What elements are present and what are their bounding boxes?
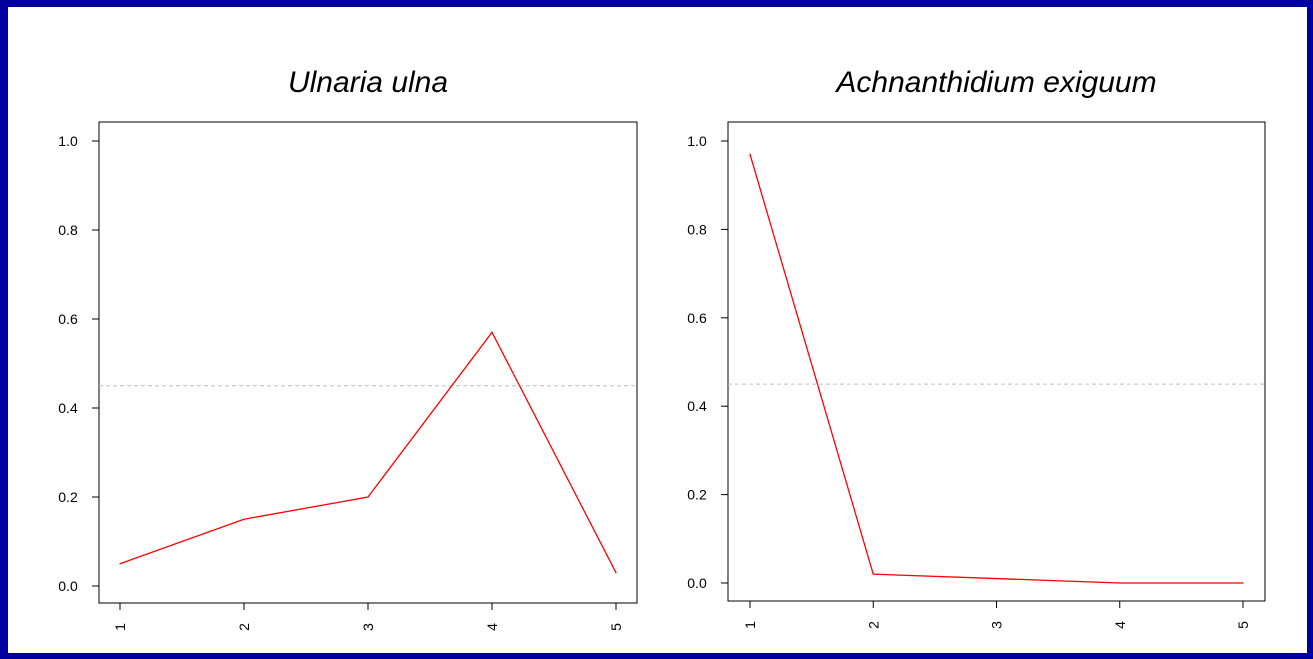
x-tick-label: 2 [236, 623, 252, 631]
y-tick-label: 1.0 [687, 133, 707, 149]
x-tick-label: 5 [608, 623, 624, 631]
chart-title: Ulnaria ulna [288, 66, 448, 99]
y-tick-label: 0.0 [687, 575, 707, 591]
plot-box [727, 121, 1266, 602]
data-point [749, 153, 751, 155]
x-tick-label: 2 [865, 621, 881, 629]
data-point [995, 577, 998, 580]
series-line [749, 154, 1243, 584]
y-tick-label: 0.6 [687, 310, 707, 326]
x-tick-label: 4 [1112, 621, 1128, 629]
y-tick-label: 0.8 [58, 222, 78, 238]
x-tick-label: 3 [360, 623, 376, 631]
data-point [243, 518, 245, 520]
y-tick-label: 0.0 [58, 578, 78, 594]
y-tick-label: 0.2 [58, 489, 78, 505]
data-point [1242, 582, 1244, 584]
x-tick-label: 1 [742, 621, 758, 629]
y-tick-label: 1.0 [58, 133, 78, 149]
x-tick-label: 3 [989, 621, 1005, 629]
x-tick-label: 4 [484, 623, 500, 631]
data-point [367, 496, 369, 498]
y-tick-label: 0.8 [687, 221, 707, 237]
data-point [615, 572, 617, 574]
y-tick-label: 0.2 [687, 487, 707, 503]
data-point [872, 573, 874, 575]
data-point [1119, 582, 1121, 584]
y-tick-label: 0.4 [58, 400, 78, 416]
y-tick-label: 0.6 [58, 311, 78, 327]
chart-title: Achnanthidium exiguum [834, 66, 1156, 99]
data-point [491, 331, 493, 333]
y-tick-label: 0.4 [687, 398, 707, 414]
x-tick-label: 1 [112, 623, 128, 631]
x-tick-label: 5 [1235, 621, 1251, 629]
data-point [119, 563, 121, 565]
